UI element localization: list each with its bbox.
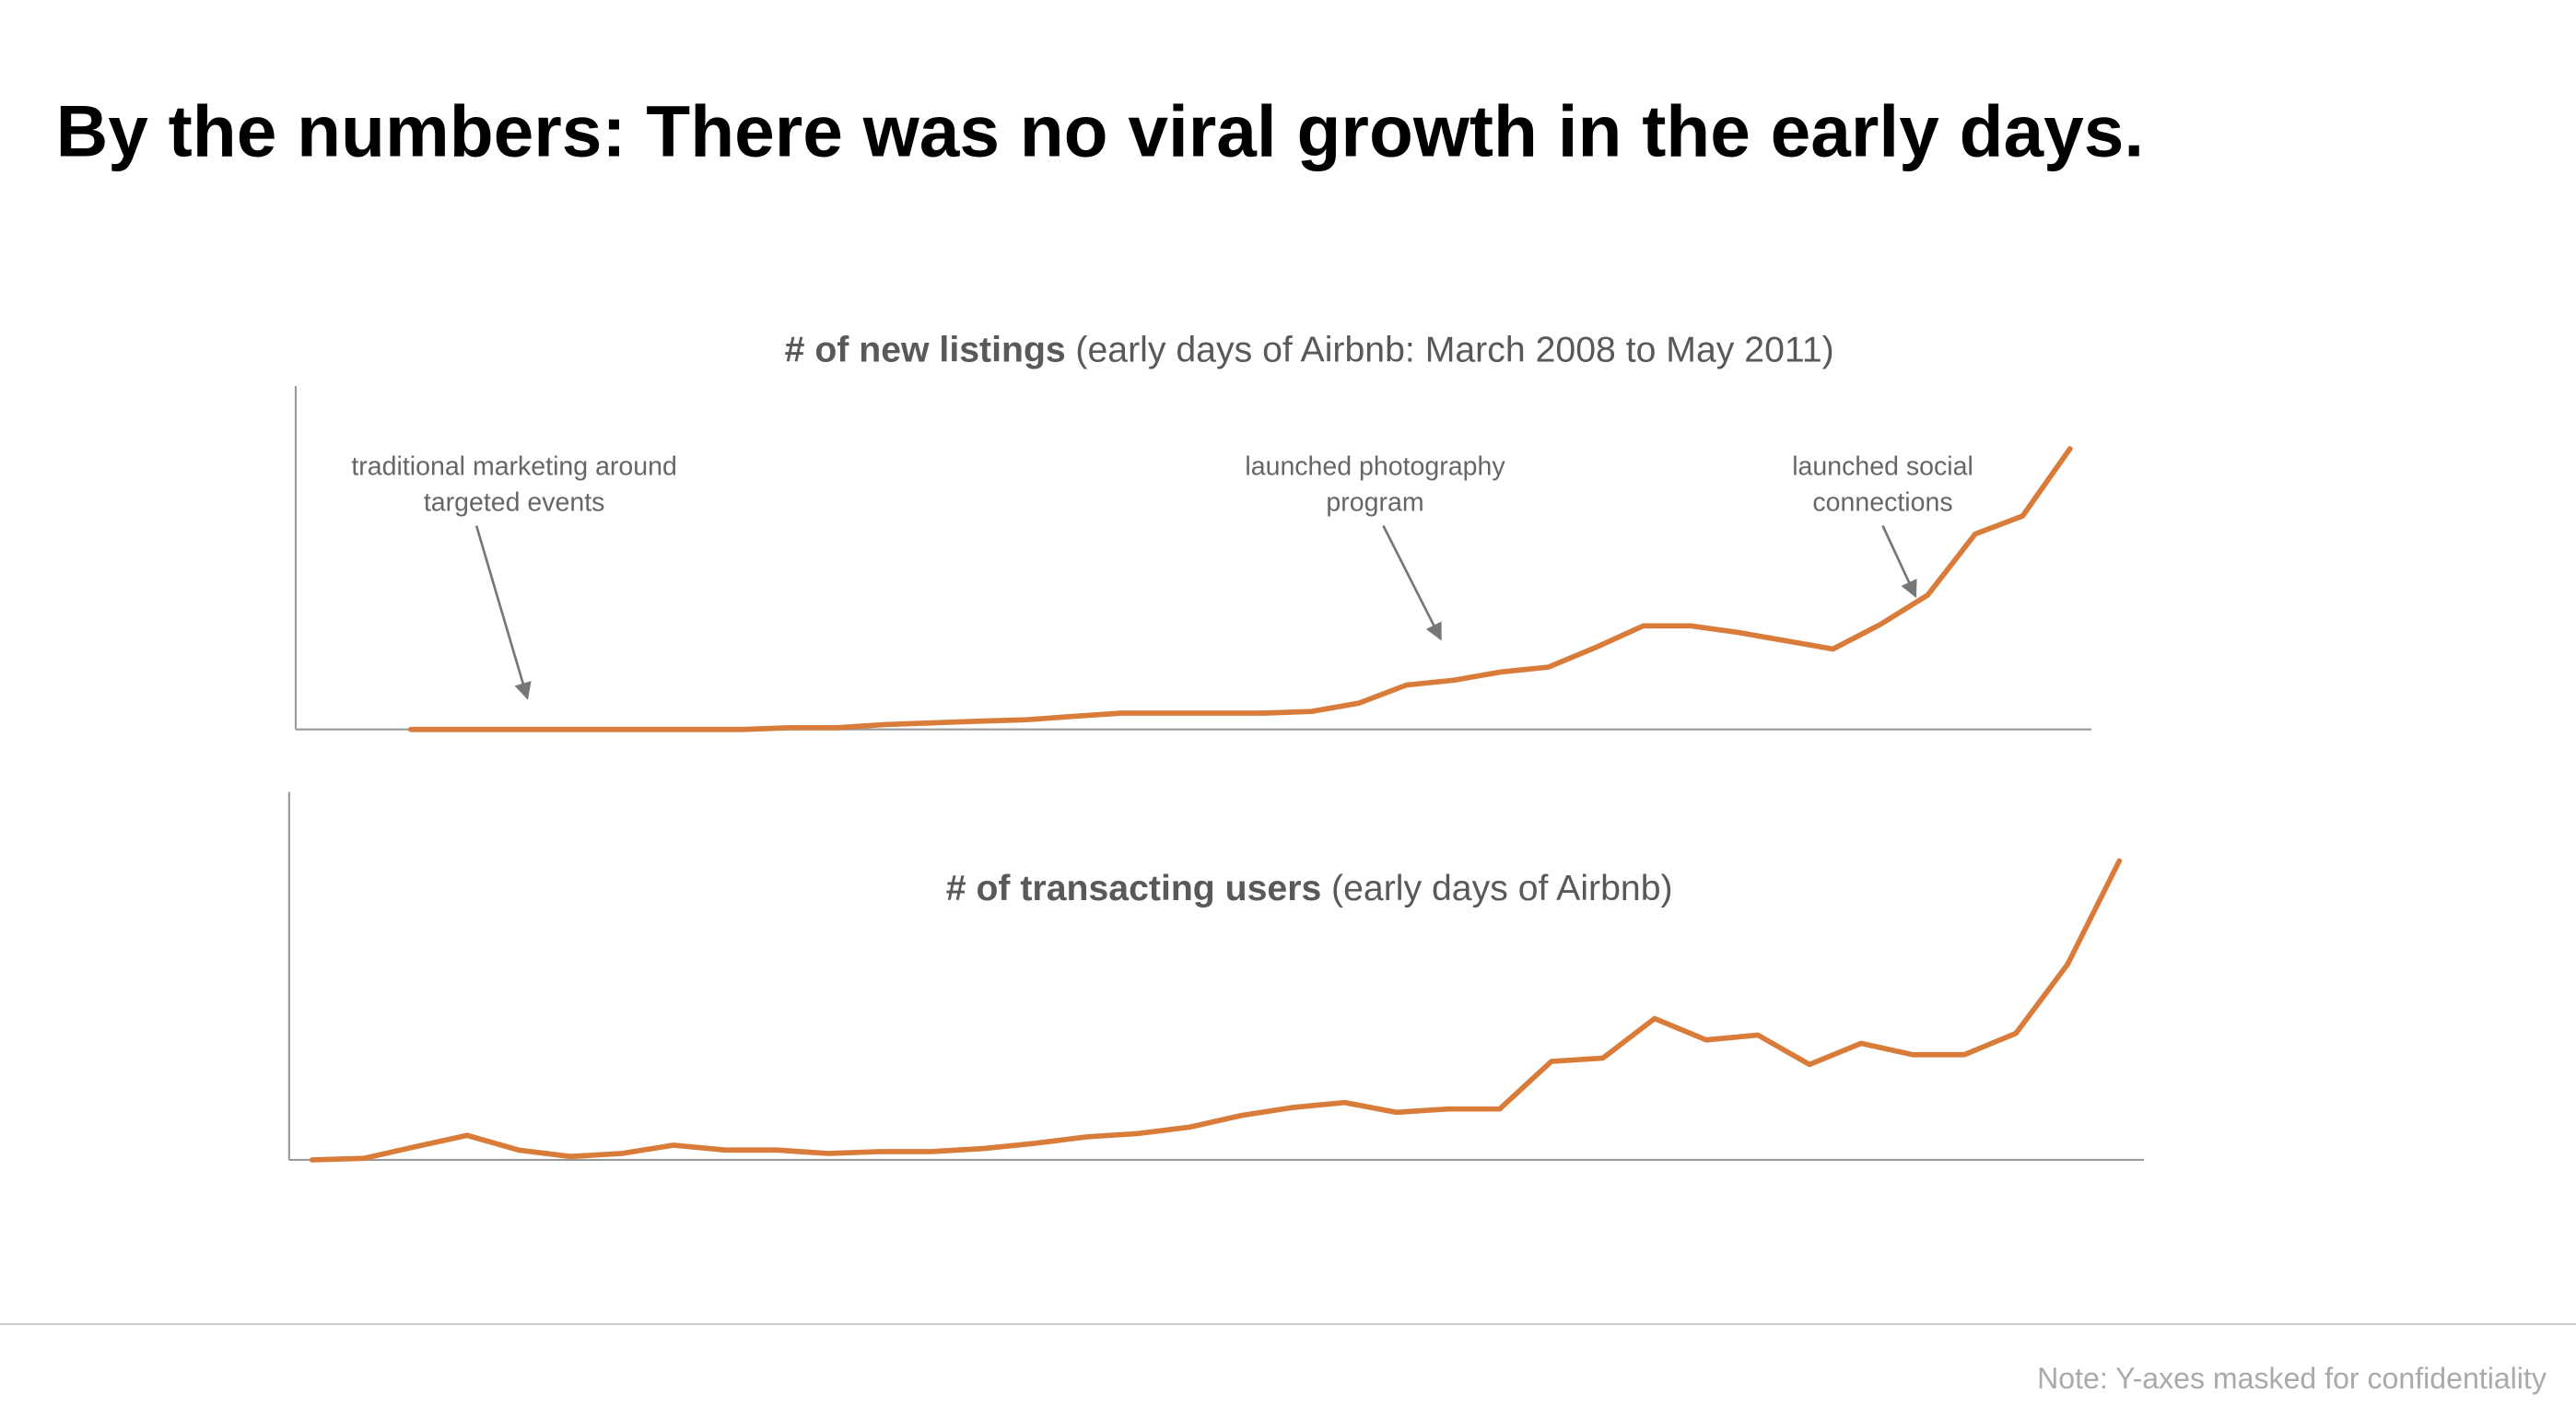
data-line bbox=[407, 446, 2073, 732]
annotation-text: connections bbox=[1812, 488, 1952, 518]
footnote: Note: Y-axes masked for confidentiality bbox=[2037, 1362, 2547, 1395]
annotation-arrow bbox=[474, 525, 532, 700]
chart-title-bold: # of new listings bbox=[785, 329, 1066, 369]
chart-title: # of new listings (early days of Airbnb: … bbox=[785, 329, 1834, 369]
annotation-text: traditional marketing around bbox=[351, 451, 676, 481]
annotation-text: program bbox=[1326, 488, 1423, 518]
annotation-text: targeted events bbox=[424, 488, 605, 518]
chart-title: # of transacting users (early days of Air… bbox=[946, 868, 1673, 908]
chart-subtitle: (early days of Airbnb: March 2008 to May… bbox=[1075, 329, 1833, 369]
annotation-text: launched social bbox=[1792, 451, 1973, 481]
chart-subtitle: (early days of Airbnb) bbox=[1331, 868, 1673, 908]
annotation-arrow bbox=[1382, 525, 1443, 641]
data-line bbox=[309, 858, 2123, 1163]
annotation-text: launched photography bbox=[1245, 451, 1505, 481]
slide-title: By the numbers: There was no viral growt… bbox=[56, 90, 2145, 171]
annotation-arrow bbox=[1881, 525, 1917, 598]
chart-title-bold: # of transacting users bbox=[946, 868, 1322, 908]
